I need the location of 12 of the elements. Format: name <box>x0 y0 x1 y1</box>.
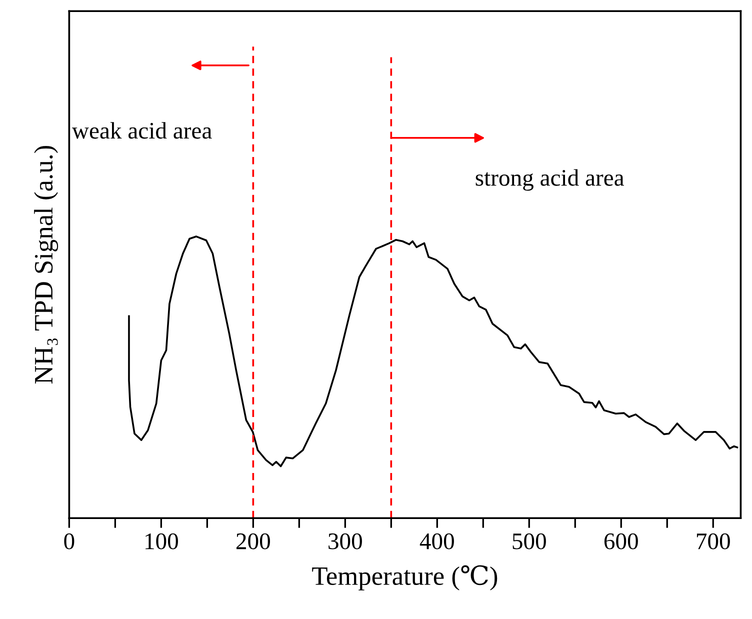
x-tick-label: 300 <box>328 533 362 550</box>
x-tick-label: 400 <box>420 533 454 550</box>
x-tick-label: 500 <box>512 533 546 550</box>
x-tick-label: 700 <box>696 533 730 550</box>
x-axis-title: Temperature (℃) <box>312 565 498 590</box>
y-axis-title: NH₃ TPD Signal (a.u.) <box>34 146 58 384</box>
x-tick-label: 100 <box>146 533 178 550</box>
x-tick-label: 0 <box>64 533 74 550</box>
text: weak acid area <box>72 122 212 139</box>
x-tick-label: 600 <box>604 533 638 550</box>
text: strong acid area <box>476 169 624 191</box>
x-tick-label: 200 <box>236 533 270 550</box>
